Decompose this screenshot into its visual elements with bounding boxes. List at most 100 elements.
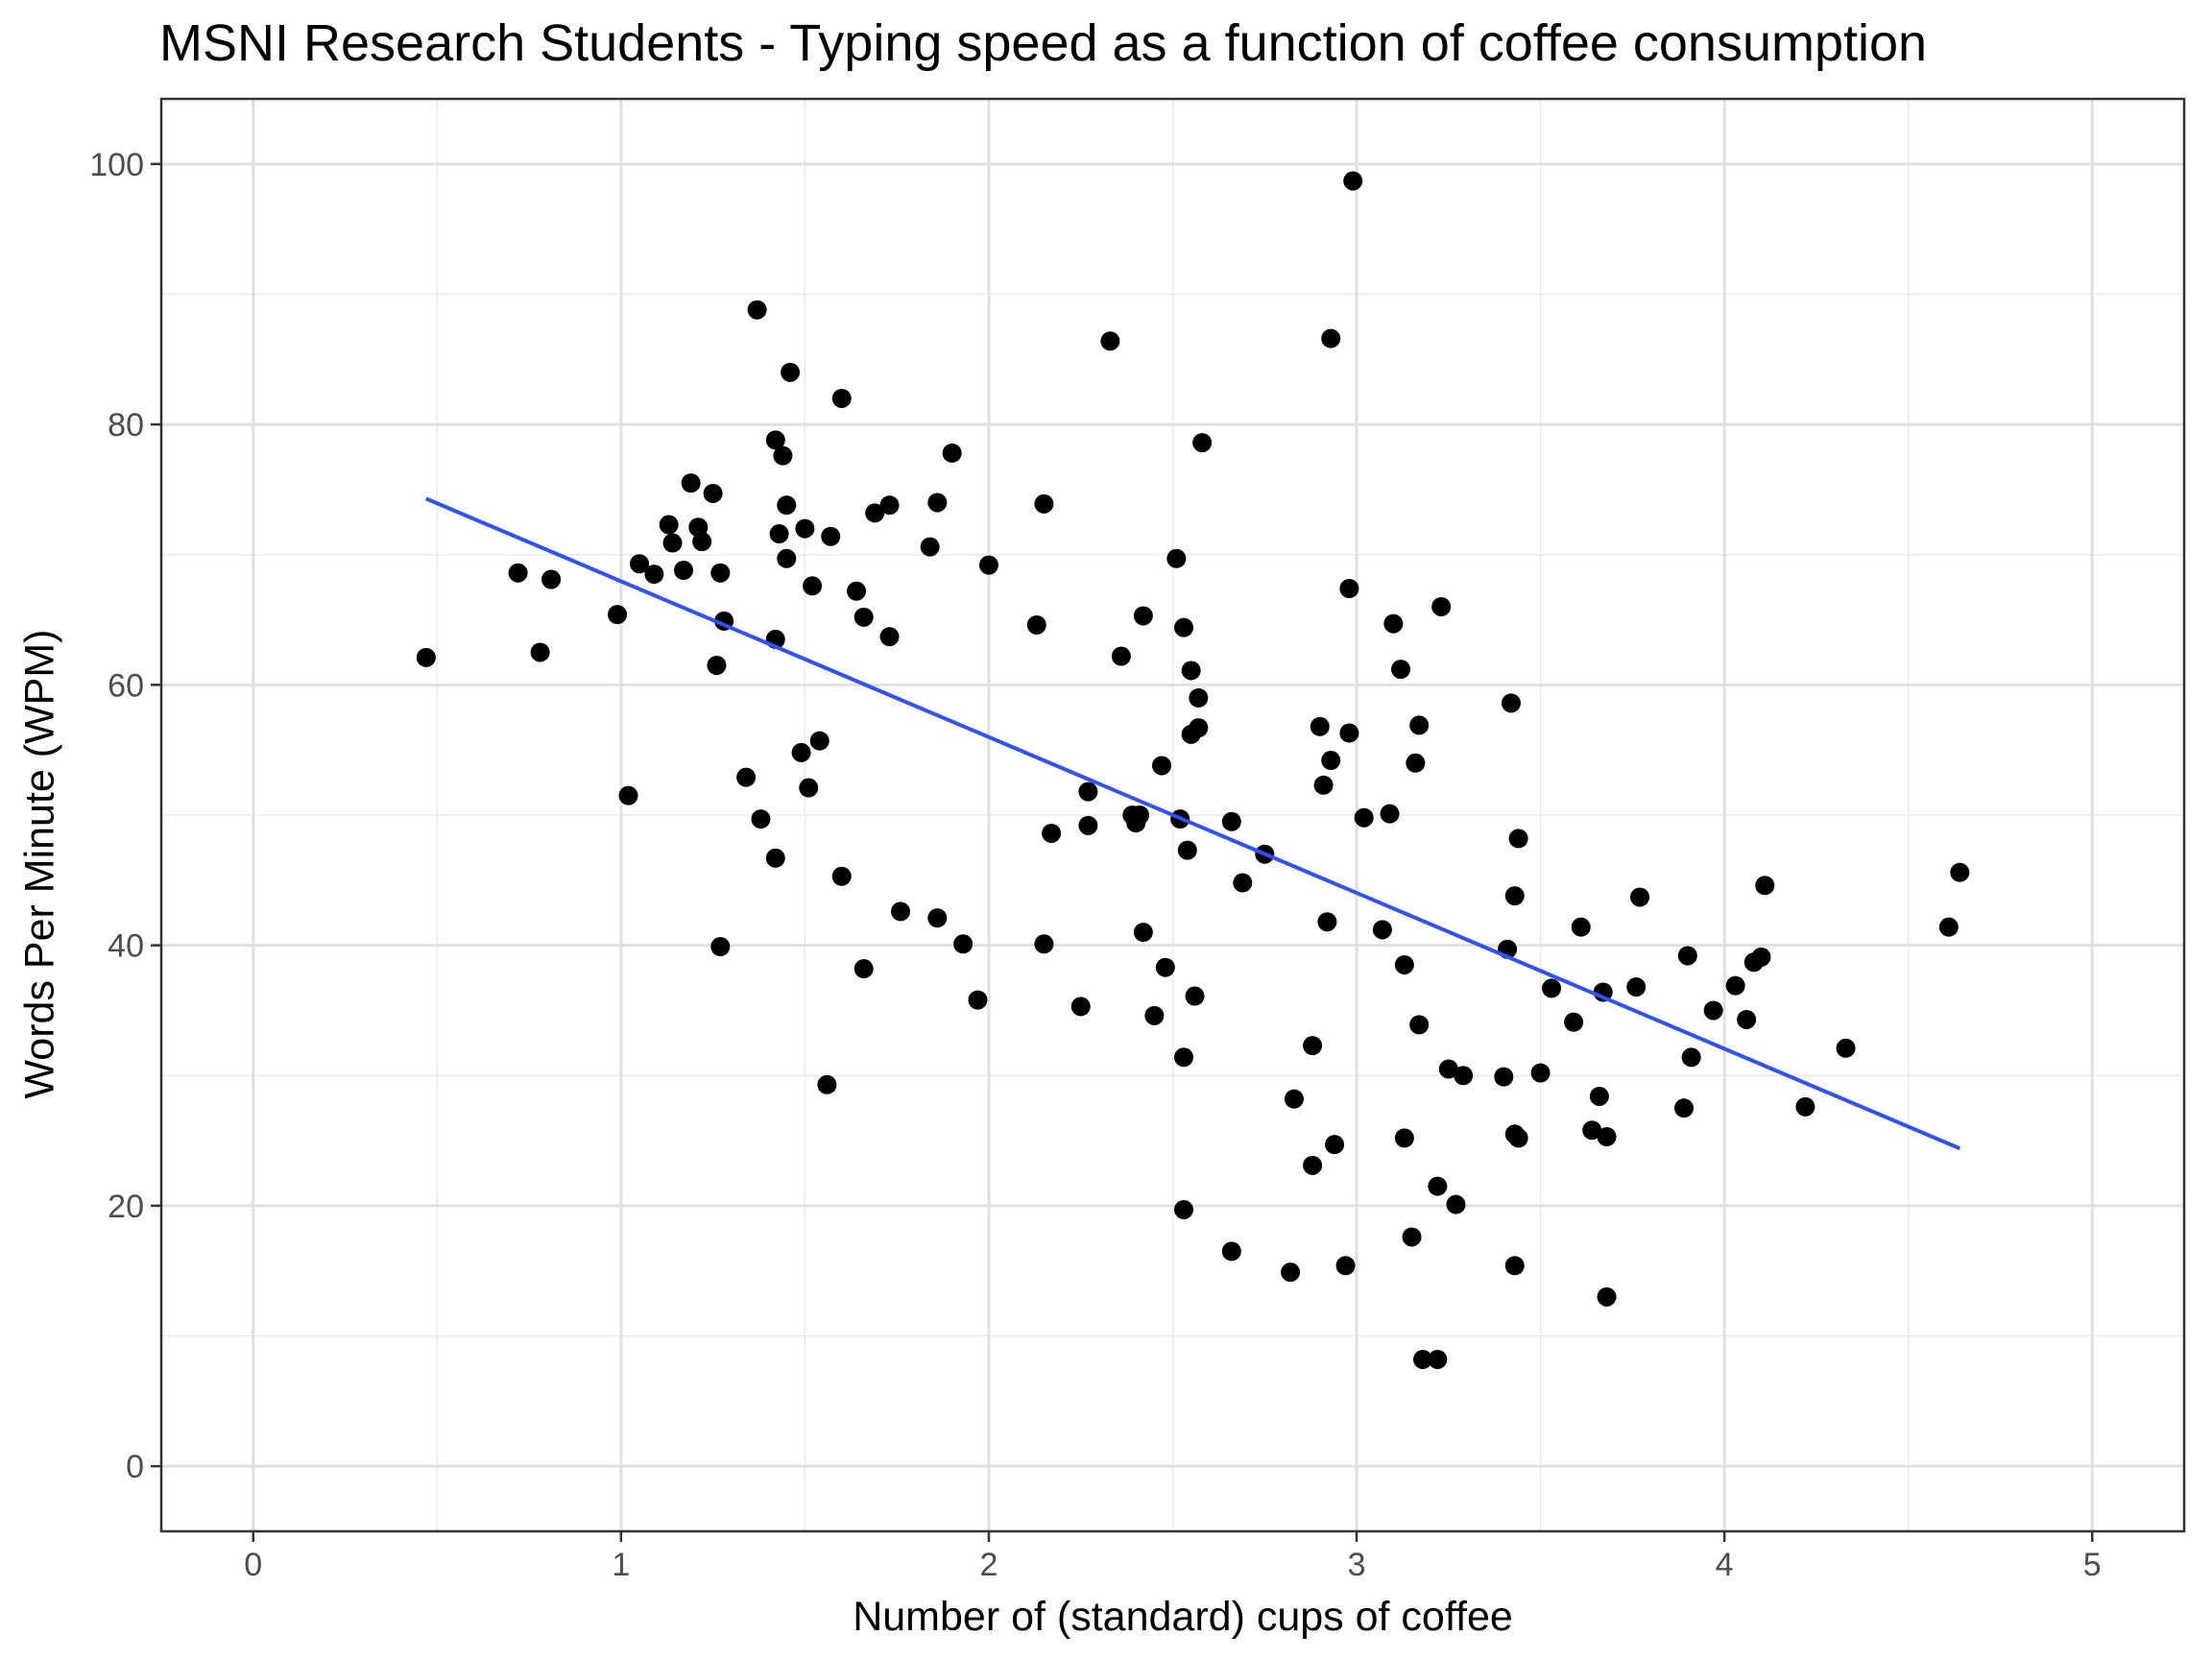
data-point xyxy=(1152,756,1172,776)
data-point xyxy=(1755,876,1775,896)
data-point xyxy=(942,443,962,463)
data-point xyxy=(927,908,948,928)
data-point xyxy=(1582,1120,1602,1141)
data-point xyxy=(1391,660,1411,680)
data-point xyxy=(1372,920,1392,940)
data-point xyxy=(953,934,974,954)
x-tick-label: 4 xyxy=(1716,1547,1734,1583)
data-point xyxy=(1383,613,1404,634)
data-point xyxy=(751,809,771,830)
data-point xyxy=(791,742,811,762)
data-point xyxy=(1413,1349,1433,1369)
data-point xyxy=(1454,1066,1474,1086)
data-point xyxy=(1173,617,1193,637)
data-point xyxy=(891,902,911,922)
data-point xyxy=(1597,1286,1617,1307)
chart-title: MSNI Research Students - Typing speed as… xyxy=(159,14,1928,72)
data-point xyxy=(1406,753,1426,773)
data-point xyxy=(1428,1349,1448,1369)
data-point xyxy=(777,495,797,516)
data-point xyxy=(1428,1176,1448,1196)
data-point xyxy=(1409,1015,1430,1035)
data-point xyxy=(1508,1128,1528,1148)
data-point xyxy=(879,627,900,647)
data-point xyxy=(1737,1009,1757,1029)
data-point xyxy=(1530,1063,1551,1083)
data-point xyxy=(1394,954,1414,974)
data-point xyxy=(968,990,988,1010)
data-point xyxy=(416,647,436,667)
data-point xyxy=(659,515,679,535)
data-point xyxy=(1339,723,1359,743)
data-point xyxy=(773,445,793,466)
data-point xyxy=(630,554,650,574)
data-point xyxy=(1034,493,1054,514)
data-point xyxy=(1402,1227,1422,1247)
y-tick-label: 40 xyxy=(108,928,144,965)
data-point xyxy=(809,731,830,751)
data-point xyxy=(1189,687,1209,708)
data-point xyxy=(1111,646,1131,666)
data-point xyxy=(736,767,757,787)
data-point xyxy=(1681,1047,1701,1068)
data-point xyxy=(1335,1256,1356,1276)
data-point xyxy=(1026,614,1046,635)
panel-border xyxy=(159,97,2186,1533)
data-point xyxy=(1173,1199,1193,1219)
data-point xyxy=(1070,997,1091,1017)
data-point xyxy=(1284,1089,1304,1109)
data-point xyxy=(1409,715,1430,735)
data-point xyxy=(1751,947,1771,967)
data-point xyxy=(1325,1135,1345,1155)
data-point xyxy=(703,483,723,503)
data-point xyxy=(1343,171,1363,191)
data-point xyxy=(710,563,731,583)
x-tick-label: 5 xyxy=(2083,1547,2102,1583)
y-tick-label: 60 xyxy=(108,667,144,704)
data-point xyxy=(541,569,562,589)
data-point xyxy=(1303,1036,1323,1056)
data-point xyxy=(1281,1262,1301,1283)
data-point xyxy=(1431,596,1452,616)
data-point xyxy=(1501,693,1521,713)
y-tick-label: 100 xyxy=(89,147,144,183)
data-point xyxy=(1192,433,1213,453)
data-point xyxy=(1130,805,1150,825)
data-point xyxy=(1564,1012,1584,1032)
data-point xyxy=(1321,751,1341,771)
data-point xyxy=(1725,975,1745,996)
data-point xyxy=(692,532,712,552)
data-point xyxy=(1133,923,1153,943)
x-tick-label: 3 xyxy=(1348,1547,1366,1583)
data-point xyxy=(644,565,664,585)
data-point xyxy=(1042,823,1062,843)
data-point xyxy=(1233,873,1253,893)
data-point xyxy=(530,642,550,662)
data-point xyxy=(1221,1241,1241,1262)
data-point xyxy=(1173,1047,1193,1068)
data-point xyxy=(765,848,785,868)
data-point xyxy=(1078,781,1098,802)
data-point xyxy=(1313,775,1334,795)
data-point xyxy=(803,576,823,596)
data-point xyxy=(821,526,841,546)
data-point xyxy=(1542,978,1562,998)
data-point xyxy=(1189,718,1209,738)
data-point xyxy=(1504,886,1525,906)
data-point xyxy=(1597,1127,1617,1147)
data-point xyxy=(1677,946,1697,966)
data-point xyxy=(1133,606,1153,626)
data-point xyxy=(1380,804,1400,824)
data-point xyxy=(920,537,940,557)
data-point xyxy=(1795,1096,1815,1117)
data-point xyxy=(1100,331,1120,351)
data-point xyxy=(1438,1059,1458,1079)
data-point xyxy=(608,605,628,625)
data-point xyxy=(781,362,801,382)
data-point xyxy=(854,607,874,627)
data-point xyxy=(618,785,638,805)
x-tick-label: 0 xyxy=(244,1547,262,1583)
data-point xyxy=(710,936,731,956)
data-point xyxy=(1354,807,1374,828)
